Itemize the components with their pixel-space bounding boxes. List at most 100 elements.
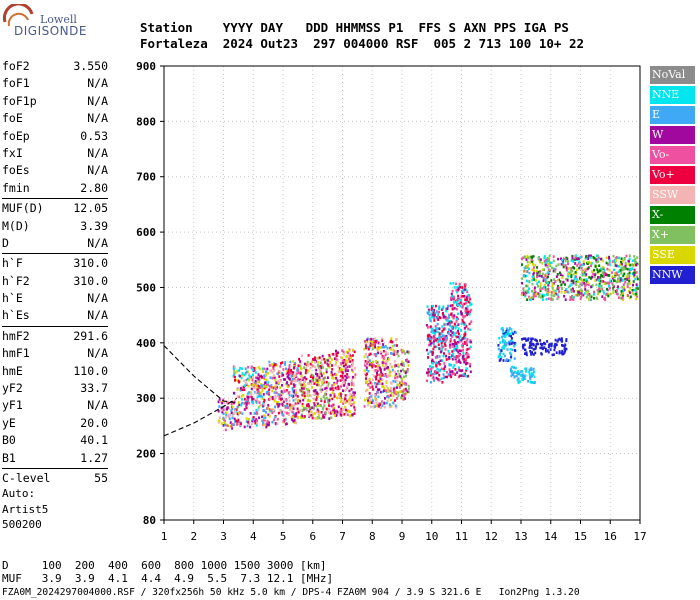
echo-point	[397, 354, 400, 358]
echo-point	[456, 341, 459, 344]
echo-point	[427, 374, 430, 377]
echo-point	[384, 389, 387, 392]
echo-point	[288, 369, 291, 373]
echo-point	[294, 414, 297, 417]
echo-point	[231, 414, 234, 417]
echo-point	[245, 382, 247, 385]
echo-point	[402, 368, 404, 371]
echo-point	[450, 313, 453, 316]
echo-point	[341, 368, 344, 371]
echo-point	[452, 316, 455, 320]
legend-item: Vo+	[650, 166, 695, 184]
echo-point	[316, 357, 319, 360]
echo-point	[394, 399, 396, 402]
echo-point	[557, 286, 560, 290]
echo-point	[306, 406, 309, 410]
echo-point	[271, 420, 274, 424]
echo-point	[562, 263, 565, 267]
echo-point	[448, 363, 451, 367]
echo-point	[280, 393, 283, 397]
x-tick-label: 17	[633, 530, 646, 543]
echo-point	[528, 373, 531, 376]
echo-point	[507, 332, 510, 336]
echo-point	[601, 259, 604, 263]
echo-point	[436, 322, 439, 326]
echo-point	[466, 290, 469, 293]
echo-point	[321, 388, 324, 392]
echo-point	[352, 403, 355, 407]
echo-point	[394, 370, 396, 374]
echo-point	[445, 371, 448, 374]
echo-point	[595, 278, 598, 282]
echo-point	[569, 298, 572, 302]
echo-point	[443, 342, 446, 346]
echo-point	[322, 372, 325, 375]
echo-point	[580, 266, 583, 270]
echo-point	[450, 375, 453, 379]
echo-point	[502, 328, 504, 332]
echo-point	[449, 374, 452, 377]
echo-point	[628, 274, 631, 278]
echo-point	[432, 305, 434, 308]
echo-point	[377, 365, 380, 368]
echo-point	[593, 290, 595, 294]
echo-point	[389, 389, 392, 393]
echo-point	[536, 266, 539, 269]
echo-point	[451, 350, 454, 353]
echo-point	[322, 416, 325, 419]
echo-point	[389, 398, 392, 402]
echo-point	[448, 355, 451, 359]
echo-point	[243, 397, 246, 401]
echo-point	[521, 257, 523, 261]
echo-point	[631, 259, 634, 263]
echo-point	[508, 342, 511, 346]
echo-point	[523, 343, 526, 347]
echo-point	[563, 344, 566, 348]
echo-point	[635, 292, 638, 296]
echo-point	[245, 370, 248, 374]
echo-point	[259, 391, 262, 395]
echo-point	[612, 288, 615, 292]
echo-point	[428, 317, 431, 320]
echo-point	[453, 339, 456, 342]
x-tick-label: 16	[604, 530, 617, 543]
echo-point	[500, 349, 503, 352]
param-row: B0 40.1	[2, 432, 108, 449]
echo-point	[298, 399, 300, 403]
echo-point	[522, 374, 524, 377]
echo-point	[429, 374, 432, 377]
echo-point	[228, 413, 231, 417]
echo-point	[467, 300, 470, 304]
echo-point	[258, 392, 261, 396]
echo-point	[262, 409, 265, 412]
legend-item: X-	[650, 206, 695, 224]
echo-point	[262, 421, 265, 425]
echo-point	[612, 285, 615, 288]
echo-point	[463, 358, 465, 361]
echo-point	[390, 337, 393, 340]
echo-point	[404, 371, 407, 375]
echo-point	[318, 416, 321, 420]
echo-point	[506, 348, 509, 351]
echo-point	[594, 279, 597, 282]
echo-point	[226, 408, 228, 411]
echo-point	[438, 355, 441, 358]
echo-point	[463, 288, 466, 291]
echo-point	[620, 266, 623, 270]
echo-point	[245, 406, 248, 410]
echo-point	[581, 293, 584, 297]
profile-curve	[163, 345, 237, 404]
echo-point	[368, 377, 371, 381]
echo-point	[598, 264, 601, 267]
echo-point	[394, 380, 397, 383]
echo-point	[612, 291, 615, 294]
echo-point	[464, 342, 467, 345]
echo-point	[268, 409, 271, 413]
echo-point	[453, 307, 456, 310]
echo-point	[451, 331, 454, 335]
echo-point	[278, 403, 281, 406]
echo-point	[500, 355, 503, 359]
echo-point	[628, 263, 631, 266]
echo-point	[459, 349, 462, 353]
echo-point	[556, 273, 559, 276]
